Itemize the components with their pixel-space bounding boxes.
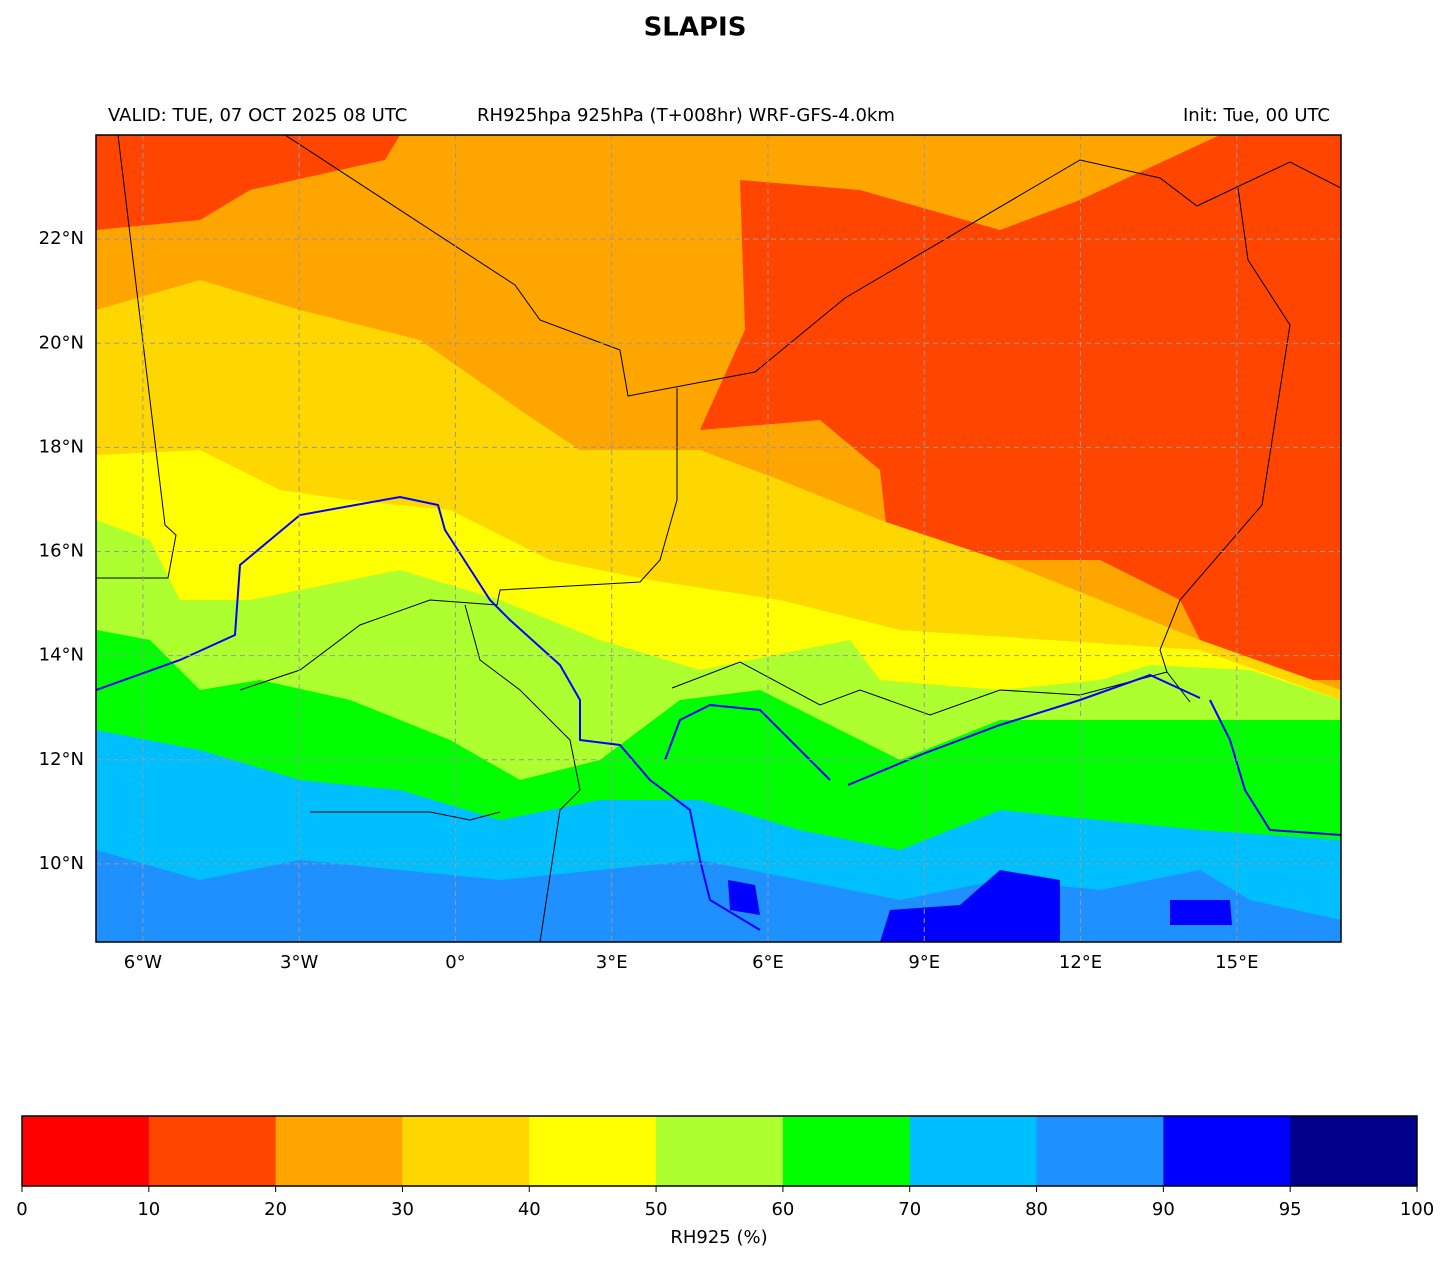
colorbar-label: RH925 (%) (670, 1227, 767, 1248)
rh-zone (728, 880, 760, 915)
colorbar-bin (22, 1116, 150, 1186)
border (284, 135, 1341, 397)
colorbar-tick-label: 30 (391, 1199, 414, 1220)
river (1209, 699, 1341, 836)
colorbar-tick-label: 20 (264, 1199, 287, 1220)
border (671, 661, 1168, 716)
y-tick-label: 16°N (39, 541, 84, 562)
border (239, 388, 678, 691)
border (1159, 187, 1291, 703)
title: SLAPIS (644, 13, 747, 43)
colorbar-bin (529, 1116, 657, 1186)
valid-time: VALID: TUE, 07 OCT 2025 08 UTC (108, 105, 407, 126)
river (96, 495, 761, 931)
colorbar-tick-label: 50 (645, 1199, 668, 1220)
map-frame (95, 134, 1342, 943)
colorbar-bin (656, 1116, 784, 1186)
colorbar-bin (782, 1116, 911, 1186)
border (310, 811, 501, 821)
colorbar-bin (1036, 1116, 1164, 1186)
colorbar-bin (402, 1116, 530, 1186)
x-tick-label: 6°E (752, 952, 784, 973)
rh-field (96, 135, 1341, 942)
colorbar-bin (148, 1116, 277, 1186)
colorbar-tick-label: 95 (1279, 1199, 1302, 1220)
colorbar-tick-label: 80 (1025, 1199, 1048, 1220)
colorbar-tick-label: 40 (518, 1199, 541, 1220)
rh-zone (1170, 900, 1232, 925)
graticule: 6°W 3°W 0° 3°E 6°E 9°E 12°E 15°E 10°N 12°N 14°N 16°… (39, 135, 1341, 973)
colorbar-tick-label: 0 (16, 1199, 27, 1220)
y-tick-label: 22°N (39, 228, 84, 249)
colorbar-bin (909, 1116, 1038, 1186)
colorbar-bin (1290, 1116, 1418, 1186)
y-tick-label: 18°N (39, 436, 84, 457)
rh-zone (880, 870, 1060, 942)
colorbar: 0 10 20 30 40 50 60 70 80 90 95 100 (16, 1115, 1434, 1220)
init-time: Init: Tue, 00 UTC (1183, 105, 1330, 126)
x-tick-label: 15°E (1215, 952, 1258, 973)
x-tick-label: 3°E (596, 952, 628, 973)
x-tick-label: 0° (445, 952, 465, 973)
field-description: RH925hpa 925hPa (T+008hr) WRF-GFS-4.0km (477, 105, 895, 126)
river (664, 703, 831, 781)
x-tick-label: 12°E (1059, 952, 1102, 973)
colorbar-tick-label: 70 (898, 1199, 921, 1220)
colorbar-bin (275, 1116, 403, 1186)
x-tick-label: 6°W (124, 952, 162, 973)
rh-zone (700, 135, 1341, 680)
rh-zone (96, 135, 400, 230)
y-tick-label: 12°N (39, 749, 84, 770)
colorbar-tick-label: 60 (771, 1199, 794, 1220)
x-tick-label: 9°E (908, 952, 940, 973)
border (96, 135, 177, 579)
y-tick-label: 14°N (39, 645, 84, 666)
y-tick-label: 20°N (39, 332, 84, 353)
colorbar-frame (21, 1115, 1418, 1187)
colorbar-tick-label: 100 (1400, 1199, 1434, 1220)
x-tick-label: 3°W (280, 952, 318, 973)
border (464, 604, 581, 942)
colorbar-bin (1163, 1116, 1291, 1186)
y-tick-label: 10°N (39, 853, 84, 874)
colorbar-tick-label: 90 (1152, 1199, 1175, 1220)
colorbar-tick-label: 10 (137, 1199, 160, 1220)
